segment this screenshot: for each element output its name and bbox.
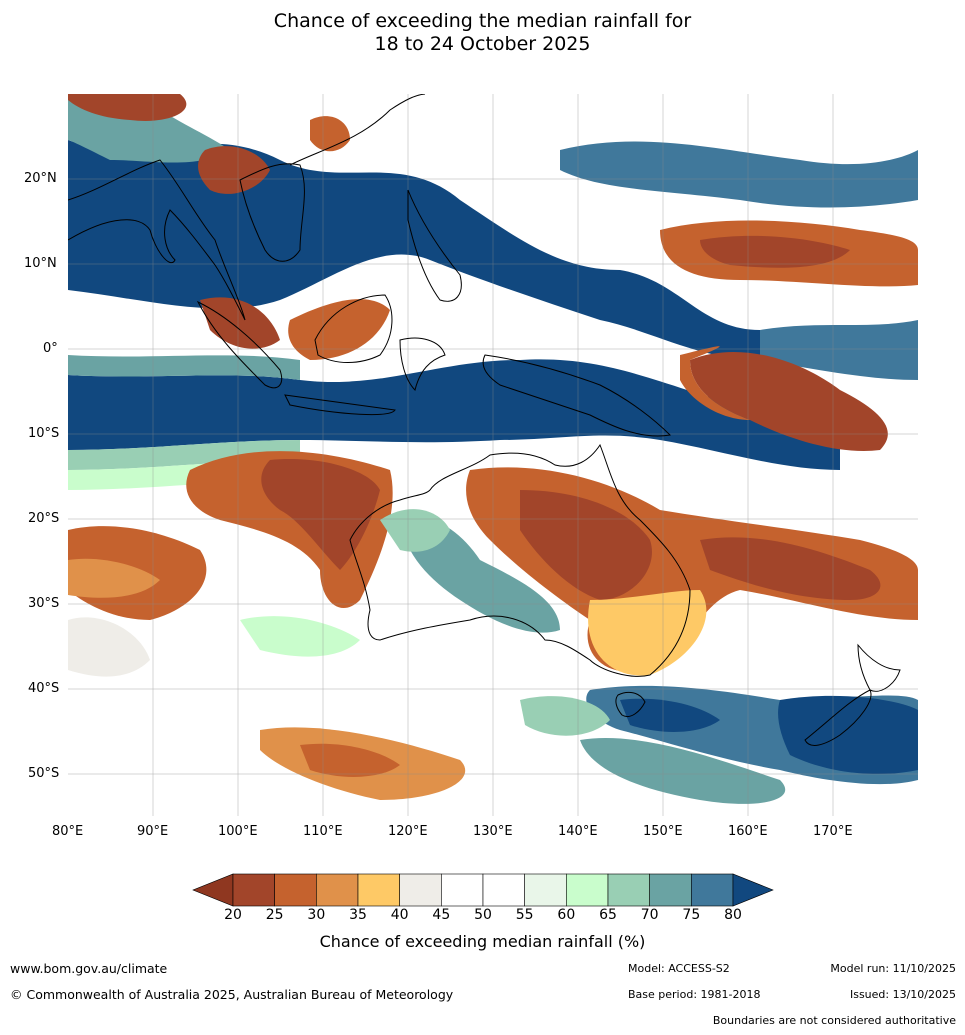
nz-south-island-coastline [804,689,872,746]
lat-label-40s: 40°S [28,681,60,696]
colorbar-tick-label: 80 [724,907,742,923]
colorbar-tick-label: 30 [307,907,326,923]
lon-label-160e: 160°E [728,824,768,839]
colorbar-tick-label: 60 [557,907,576,923]
lon-label-170e: 170°E [813,824,853,839]
title-line-1: Chance of exceeding the median rainfall … [273,10,692,32]
lat-label-20n: 20°N [24,171,57,186]
lon-label-150e: 150°E [643,824,683,839]
nz-north-island-coastline [857,643,901,692]
title-line-2: 18 to 24 October 2025 [374,33,591,55]
sumatra-coastline [196,300,283,389]
colorbar-tick-label: 55 [515,907,534,923]
footer-disclaimer: Boundaries are not considered authoritat… [712,1014,956,1027]
map-title: Chance of exceeding the median rainfall … [0,10,965,56]
colorbar-tick-label: 65 [599,907,617,923]
colorbar-tick-label: 75 [682,907,701,923]
footer-issued: Issued: 13/10/2025 [849,988,956,1001]
borneo-coastline [314,294,393,363]
java-coastline [284,394,396,416]
lat-label-20s: 20°S [28,511,60,526]
graticule [68,94,918,816]
colorbar-tick-label: 45 [432,907,451,923]
colorbar-label: Chance of exceeding median rainfall (%) [319,932,646,951]
footer-url: www.bom.gov.au/climate [10,961,168,976]
footer-model-run: Model run: 11/10/2025 [830,962,956,975]
lon-label-140e: 140°E [558,824,598,839]
colorbar-tick-label: 25 [265,907,284,923]
lon-label-130e: 130°E [473,824,513,839]
colorbar-tick-label: 40 [390,907,409,923]
lon-label-80e: 80°E [52,824,84,839]
colorbar-tick-label: 70 [640,907,659,923]
footer-base-period: Base period: 1981-2018 [628,988,761,1001]
colorbar-tick-label: 50 [474,907,492,923]
footer-model: Model: ACCESS-S2 [628,962,730,975]
indochina-coastline [239,163,305,262]
lon-label-110e: 110°E [303,824,343,839]
lat-label-10n: 10°N [24,256,57,271]
lat-label-30s: 30°S [28,596,60,611]
china-coastline [289,94,426,166]
tasmania-coastline [615,691,646,717]
lat-label-0: 0° [43,341,58,356]
colorbar-tick-label: 20 [224,907,242,923]
lon-label-100e: 100°E [218,824,258,839]
colorbar-tick-label: 35 [349,907,367,923]
lat-label-10s: 10°S [28,426,60,441]
lon-label-120e: 120°E [388,824,428,839]
lat-label-50s: 50°S [28,766,60,781]
new-guinea-coastline [482,354,672,437]
coastlines [68,94,901,746]
footer-copyright: © Commonwealth of Australia 2025, Austra… [10,987,454,1002]
philippines-coastline [407,189,462,302]
sulawesi-coastline [399,337,446,391]
asia-coastline [68,159,246,321]
lon-label-90e: 90°E [137,824,169,839]
australia-coastline [349,443,691,677]
